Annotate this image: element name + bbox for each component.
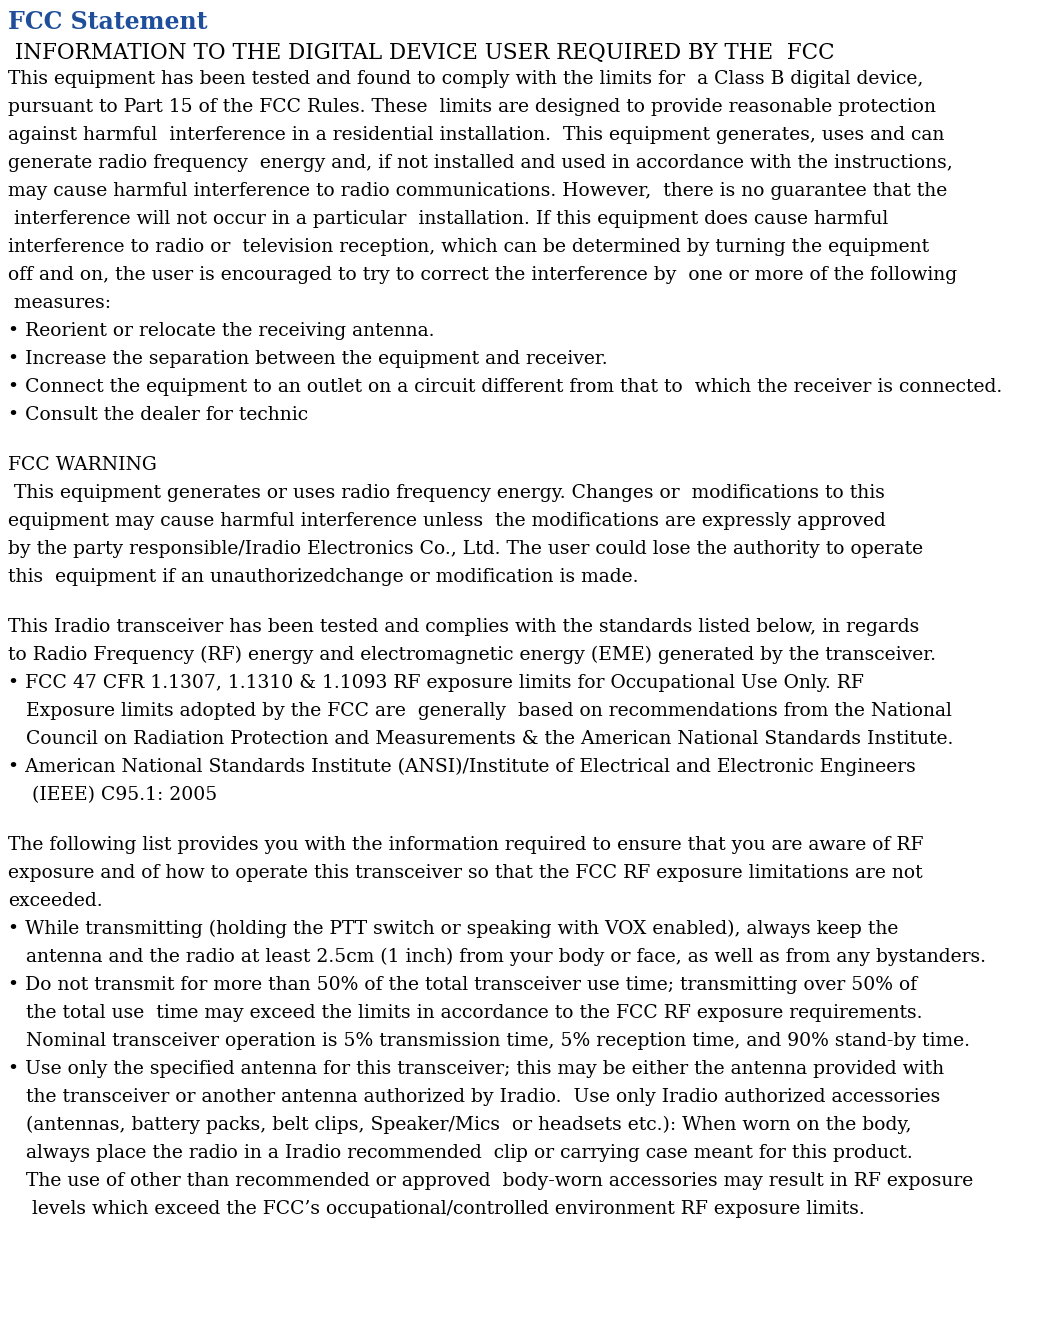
Text: against harmful  interference in a residential installation.  This equipment gen: against harmful interference in a reside…	[8, 126, 944, 144]
Text: This Iradio transceiver has been tested and complies with the standards listed b: This Iradio transceiver has been tested …	[8, 618, 919, 636]
Text: the transceiver or another antenna authorized by Iradio.  Use only Iradio author: the transceiver or another antenna autho…	[8, 1087, 940, 1106]
Text: FCC Statement: FCC Statement	[8, 11, 208, 35]
Text: Nominal transceiver operation is 5% transmission time, 5% reception time, and 90: Nominal transceiver operation is 5% tran…	[8, 1032, 970, 1050]
Text: exceeded.: exceeded.	[8, 892, 103, 910]
Text: (antennas, battery packs, belt clips, Speaker/Mics  or headsets etc.): When worn: (antennas, battery packs, belt clips, Sp…	[8, 1115, 911, 1134]
Text: may cause harmful interference to radio communications. However,  there is no gu: may cause harmful interference to radio …	[8, 182, 947, 200]
Text: to Radio Frequency (RF) energy and electromagnetic energy (EME) generated by the: to Radio Frequency (RF) energy and elect…	[8, 646, 936, 664]
Text: interference will not occur in a particular  installation. If this equipment doe: interference will not occur in a particu…	[8, 210, 888, 228]
Text: interference to radio or  television reception, which can be determined by turni: interference to radio or television rece…	[8, 238, 929, 256]
Text: • Increase the separation between the equipment and receiver.: • Increase the separation between the eq…	[8, 350, 607, 367]
Text: • Consult the dealer for technic: • Consult the dealer for technic	[8, 406, 308, 425]
Text: by the party responsible/Iradio Electronics Co., Ltd. The user could lose the au: by the party responsible/Iradio Electron…	[8, 540, 924, 558]
Text: FCC WARNING: FCC WARNING	[8, 457, 157, 474]
Text: Exposure limits adopted by the FCC are  generally  based on recommendations from: Exposure limits adopted by the FCC are g…	[8, 701, 952, 720]
Text: levels which exceed the FCC’s occupational/controlled environment RF exposure li: levels which exceed the FCC’s occupation…	[8, 1201, 864, 1218]
Text: This equipment generates or uses radio frequency energy. Changes or  modificatio: This equipment generates or uses radio f…	[8, 484, 885, 502]
Text: measures:: measures:	[8, 294, 111, 311]
Text: (IEEE) C95.1: 2005: (IEEE) C95.1: 2005	[8, 787, 217, 804]
Text: • FCC 47 CFR 1.1307, 1.1310 & 1.1093 RF exposure limits for Occupational Use Onl: • FCC 47 CFR 1.1307, 1.1310 & 1.1093 RF …	[8, 673, 864, 692]
Text: • Use only the specified antenna for this transceiver; this may be either the an: • Use only the specified antenna for thi…	[8, 1059, 944, 1078]
Text: this  equipment if an unauthorizedchange or modification is made.: this equipment if an unauthorizedchange …	[8, 568, 639, 586]
Text: generate radio frequency  energy and, if not installed and used in accordance wi: generate radio frequency energy and, if …	[8, 154, 953, 172]
Text: off and on, the user is encouraged to try to correct the interference by  one or: off and on, the user is encouraged to tr…	[8, 266, 957, 284]
Text: • While transmitting (holding the PTT switch or speaking with VOX enabled), alwa: • While transmitting (holding the PTT sw…	[8, 920, 899, 938]
Text: The following list provides you with the information required to ensure that you: The following list provides you with the…	[8, 836, 924, 855]
Text: antenna and the radio at least 2.5cm (1 inch) from your body or face, as well as: antenna and the radio at least 2.5cm (1 …	[8, 948, 986, 966]
Text: • Do not transmit for more than 50% of the total transceiver use time; transmitt: • Do not transmit for more than 50% of t…	[8, 976, 917, 994]
Text: • American National Standards Institute (ANSI)/Institute of Electrical and Elect: • American National Standards Institute …	[8, 757, 916, 776]
Text: equipment may cause harmful interference unless  the modifications are expressly: equipment may cause harmful interference…	[8, 512, 886, 530]
Text: • Connect the equipment to an outlet on a circuit different from that to  which : • Connect the equipment to an outlet on …	[8, 378, 1003, 397]
Text: Council on Radiation Protection and Measurements & the American National Standar: Council on Radiation Protection and Meas…	[8, 729, 954, 748]
Text: always place the radio in a Iradio recommended  clip or carrying case meant for : always place the radio in a Iradio recom…	[8, 1145, 913, 1162]
Text: The use of other than recommended or approved  body-worn accessories may result : The use of other than recommended or app…	[8, 1173, 973, 1190]
Text: INFORMATION TO THE DIGITAL DEVICE USER REQUIRED BY THE  FCC: INFORMATION TO THE DIGITAL DEVICE USER R…	[8, 43, 835, 64]
Text: This equipment has been tested and found to comply with the limits for  a Class : This equipment has been tested and found…	[8, 71, 924, 88]
Text: • Reorient or relocate the receiving antenna.: • Reorient or relocate the receiving ant…	[8, 322, 435, 339]
Text: exposure and of how to operate this transceiver so that the FCC RF exposure limi: exposure and of how to operate this tran…	[8, 864, 922, 882]
Text: the total use  time may exceed the limits in accordance to the FCC RF exposure r: the total use time may exceed the limits…	[8, 1004, 922, 1022]
Text: pursuant to Part 15 of the FCC Rules. These  limits are designed to provide reas: pursuant to Part 15 of the FCC Rules. Th…	[8, 98, 936, 116]
